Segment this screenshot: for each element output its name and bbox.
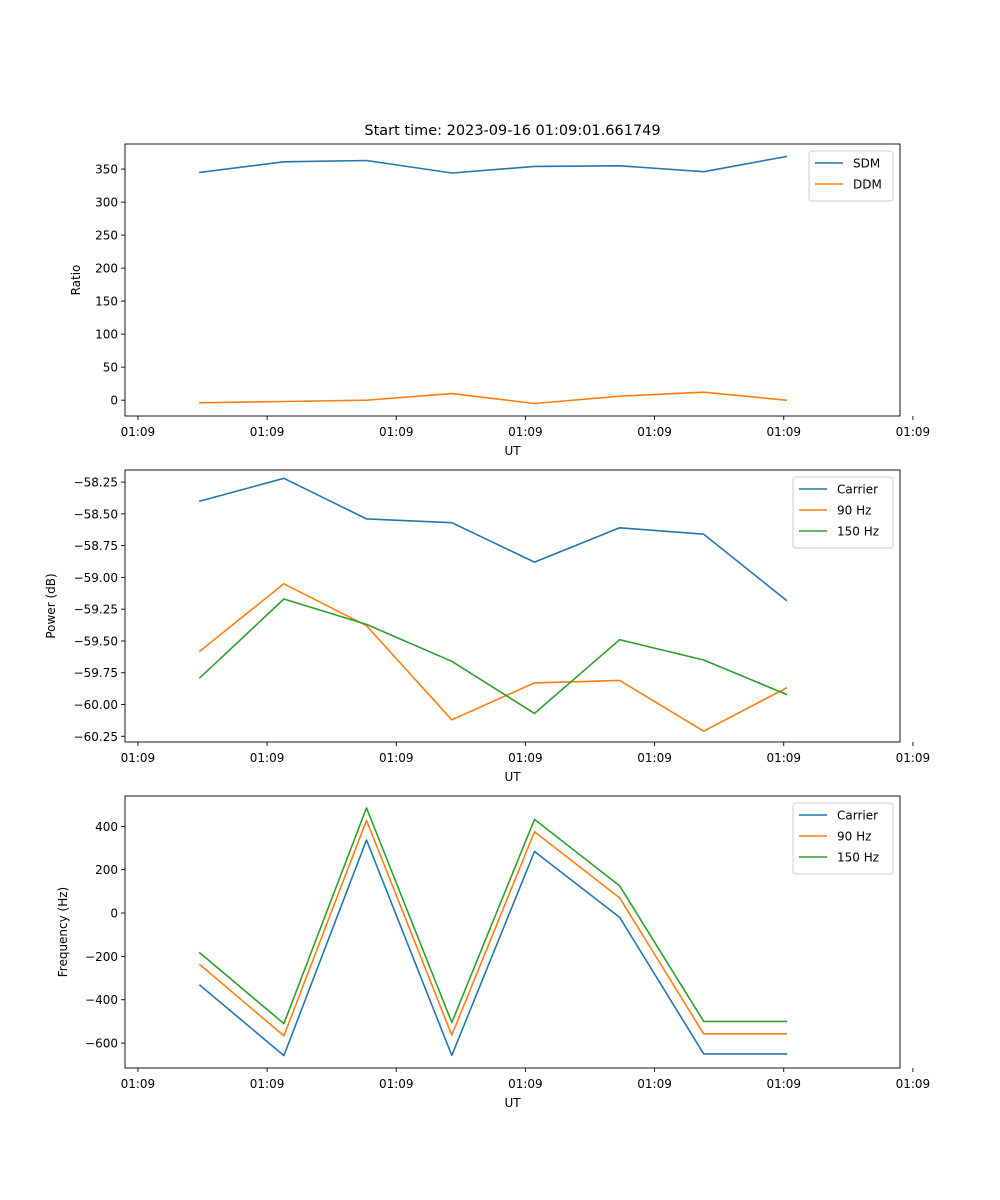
series-line-sdm — [199, 155, 788, 174]
y-tick-label: 100 — [95, 328, 118, 342]
x-axis-title: UT — [504, 444, 521, 458]
y-tick-label: −58.25 — [74, 476, 118, 490]
x-tick-label: 01:09 — [121, 425, 156, 439]
y-tick-label: 50 — [103, 361, 118, 375]
y-tick-label: 200 — [95, 262, 118, 276]
y-tick-label: −200 — [85, 950, 118, 964]
x-tick-label: 01:09 — [637, 751, 672, 765]
series-line-90-hz — [198, 582, 788, 733]
series-line-150-hz — [198, 598, 788, 715]
x-tick-label: 01:09 — [896, 425, 931, 439]
x-tick-label: 01:09 — [637, 1077, 672, 1091]
y-axis-title: Frequency (Hz) — [56, 887, 70, 978]
x-tick-label: 01:09 — [508, 425, 543, 439]
y-tick-label: −60.25 — [74, 730, 118, 744]
y-tick-label: −400 — [85, 993, 118, 1007]
y-tick-label: −58.50 — [74, 507, 118, 521]
y-tick-label: 350 — [95, 163, 118, 177]
ratio-panel: 01:09 01:09 01:09 01:09 01:09 01:09 01:09 0 50 10… — [69, 143, 931, 458]
legend-label: SDM — [853, 157, 880, 171]
frequency-panel: 01:09 01:09 01:09 01:09 01:09 01:09 01:09 −600 −… — [56, 795, 931, 1110]
x-tick-label: 01:09 — [379, 425, 414, 439]
x-tick-label: 01:09 — [766, 1077, 801, 1091]
y-tick-label: 300 — [95, 196, 118, 210]
plot-frame — [124, 143, 901, 417]
legend-box — [808, 150, 894, 202]
legend-label: 150 Hz — [837, 851, 879, 865]
series-line-carrier — [198, 477, 788, 602]
legend-label: 150 Hz — [837, 525, 879, 539]
series-line-150-hz — [198, 807, 788, 1025]
x-tick-label: 01:09 — [508, 1077, 543, 1091]
y-tick-label: −600 — [85, 1037, 118, 1051]
x-axis-title: UT — [504, 1096, 521, 1110]
x-tick-label: 01:09 — [508, 751, 543, 765]
x-tick-label: 01:09 — [121, 1077, 156, 1091]
legend-label: 90 Hz — [837, 830, 871, 844]
plot-frame — [124, 469, 901, 743]
x-tick-label: 01:09 — [766, 425, 801, 439]
legend-label: Carrier — [837, 483, 878, 497]
x-tick-label: 01:09 — [766, 751, 801, 765]
y-tick-label: 150 — [95, 295, 118, 309]
y-tick-label: −59.50 — [74, 634, 118, 648]
x-tick-label: 01:09 — [379, 751, 414, 765]
power-panel: 01:09 01:09 01:09 01:09 01:09 01:09 01:09−60.2… — [44, 469, 931, 784]
x-tick-label: 01:09 — [896, 1077, 931, 1091]
x-tick-label: 01:09 — [121, 751, 156, 765]
series-line-carrier — [198, 839, 788, 1057]
y-tick-label: 200 — [95, 863, 118, 877]
y-axis-title: Ratio — [69, 265, 83, 296]
y-tick-label: −60.00 — [74, 698, 118, 712]
y-tick-label: −59.25 — [74, 603, 118, 617]
x-tick-label: 01:09 — [379, 1077, 414, 1091]
legend-label: DDM — [853, 178, 882, 192]
y-tick-label: 250 — [95, 229, 118, 243]
y-axis-title: Power (dB) — [44, 573, 58, 638]
x-tick-label: 01:09 — [896, 751, 931, 765]
x-tick-label: 01:09 — [250, 425, 285, 439]
x-tick-label: 01:09 — [637, 425, 672, 439]
series-line-ddm — [199, 391, 788, 405]
legend-label: Carrier — [837, 809, 878, 823]
y-tick-label: 400 — [95, 820, 118, 834]
y-tick-label: 0 — [110, 394, 118, 408]
y-tick-label: −58.75 — [74, 539, 118, 553]
y-tick-label: −59.75 — [74, 666, 118, 680]
legend-label: 90 Hz — [837, 504, 871, 518]
y-tick-label: −59.00 — [74, 571, 118, 585]
plot-frame — [124, 795, 901, 1069]
x-tick-label: 01:09 — [250, 751, 285, 765]
x-axis-title: UT — [504, 770, 521, 784]
y-tick-label: 0 — [110, 907, 118, 921]
series-line-90-hz — [198, 819, 788, 1037]
figure-title: Start time: 2023-09-16 01:09:01.661749 — [364, 123, 660, 139]
x-tick-label: 01:09 — [250, 1077, 285, 1091]
